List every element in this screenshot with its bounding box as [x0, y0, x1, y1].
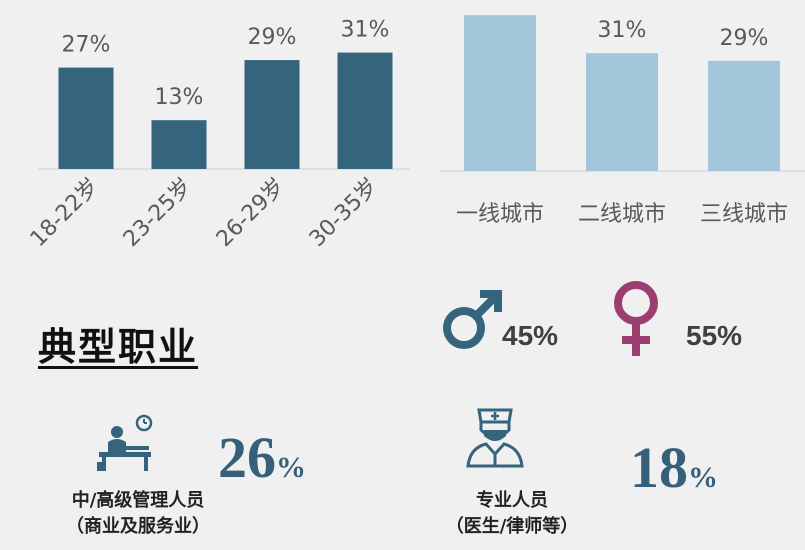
data-label: 29% — [248, 25, 297, 50]
city-bar-chart: 41% 一线城市 31% 二线城市 29% 三线城市 — [440, 0, 805, 227]
bar — [244, 60, 300, 169]
data-label: 31% — [341, 18, 390, 43]
age-bar-chart: 27% 18-22岁 13% 23-25岁 29% 26-29岁 31% 30-35岁 — [26, 18, 410, 252]
category-label: 23-25岁 — [119, 174, 197, 252]
data-label: 31% — [598, 18, 647, 43]
job-2-percentage: 18% — [630, 435, 718, 500]
category-label: 26-29岁 — [212, 174, 290, 252]
male-percentage: 45% — [502, 320, 559, 351]
male-symbol-icon — [443, 290, 502, 349]
female-percentage: 55% — [686, 320, 743, 351]
data-label: 13% — [155, 85, 204, 110]
job-2-label: 专业人员 （医生/律师等） — [445, 490, 579, 537]
category-label: 18-22岁 — [26, 174, 104, 252]
bar — [586, 53, 658, 172]
job-1-label: 中/高级管理人员 （商业及服务业） — [66, 490, 210, 537]
section-title: 典型职业 — [38, 325, 199, 369]
bar — [337, 52, 393, 170]
category-label: 30-35岁 — [305, 174, 383, 252]
category-label: 一线城市 — [456, 202, 544, 227]
data-label: 41% — [476, 0, 525, 5]
category-label: 二线城市 — [578, 202, 666, 227]
bar — [708, 60, 780, 171]
job-1-percentage: 26% — [218, 425, 306, 490]
data-label: 27% — [62, 33, 111, 58]
bar — [58, 67, 114, 169]
data-label: 29% — [720, 26, 769, 51]
bar — [464, 15, 536, 172]
doctor-icon — [466, 408, 524, 468]
office-worker-icon — [97, 414, 153, 471]
category-label: 三线城市 — [700, 202, 788, 227]
female-symbol-icon — [614, 281, 658, 356]
bar — [151, 120, 207, 169]
